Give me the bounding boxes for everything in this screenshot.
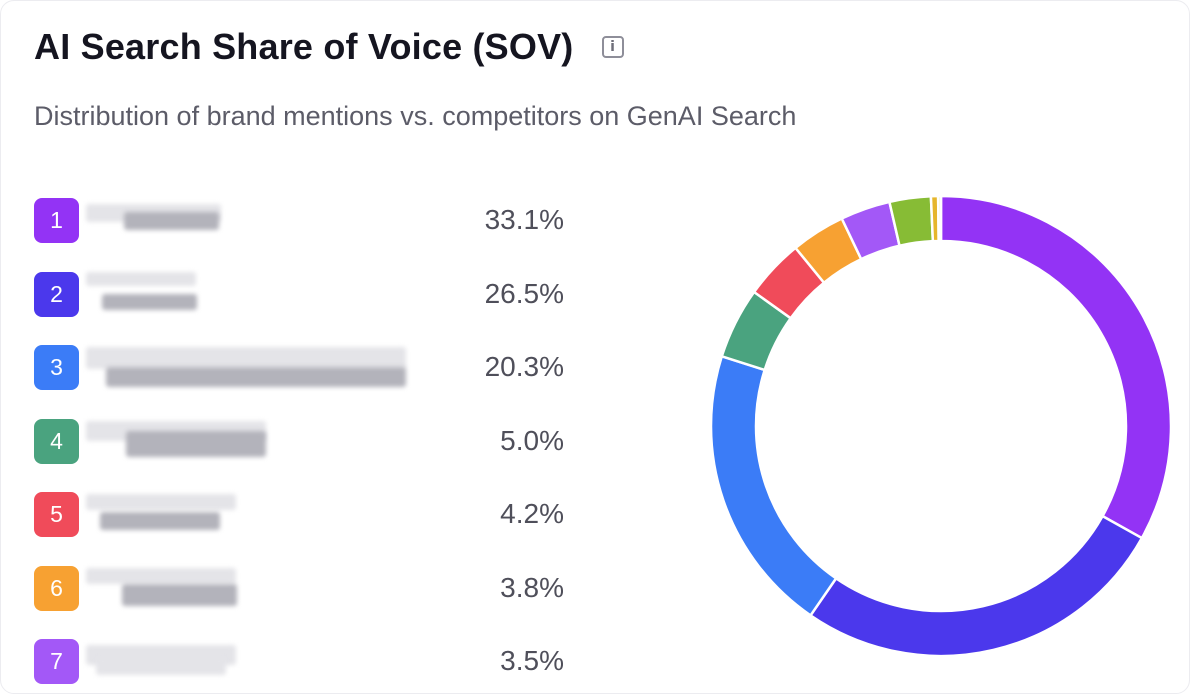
- legend-item: 6 3.8%: [34, 565, 574, 640]
- legend-item: 7 3.5%: [34, 639, 574, 693]
- card-subtitle: Distribution of brand mentions vs. compe…: [34, 101, 797, 131]
- legend-item: 4 5.0%: [34, 418, 574, 493]
- rank-badge: 3: [34, 345, 79, 390]
- donut-slice-2[interactable]: [809, 514, 1144, 658]
- donut-chart: [709, 194, 1173, 658]
- legend-item: 2 26.5%: [34, 271, 574, 346]
- rank-badge: 2: [34, 271, 79, 317]
- rank-badge: 1: [34, 198, 79, 243]
- rank-badge: 4: [34, 418, 79, 464]
- title-row: AI Search Share of Voice (SOV) i: [34, 23, 624, 71]
- legend-item: 5 4.2%: [34, 492, 574, 566]
- rank-badge: 7: [34, 639, 79, 684]
- donut-slice-3[interactable]: [709, 355, 838, 617]
- share-percentage: 5.0%: [500, 424, 564, 456]
- rank-badge: 6: [34, 565, 79, 611]
- legend: 1 33.1% 2 26.5% 3 20.3% 4 5.0% 5 4.2% 6 3.8% 7 3.5%: [34, 198, 574, 693]
- donut-slice-1[interactable]: [939, 194, 1173, 540]
- donut-slice-other[interactable]: [936, 194, 943, 243]
- legend-item: 3 20.3%: [34, 345, 574, 419]
- info-icon[interactable]: i: [601, 36, 624, 58]
- share-percentage: 4.2%: [500, 498, 564, 529]
- share-percentage: 26.5%: [484, 277, 564, 309]
- legend-item: 1 33.1%: [34, 198, 574, 272]
- share-percentage: 20.3%: [484, 351, 564, 382]
- share-percentage: 33.1%: [484, 204, 564, 235]
- card-title: AI Search Share of Voice (SOV): [34, 26, 574, 67]
- share-percentage: 3.5%: [500, 645, 564, 676]
- rank-badge: 5: [34, 492, 79, 537]
- share-percentage: 3.8%: [500, 571, 564, 603]
